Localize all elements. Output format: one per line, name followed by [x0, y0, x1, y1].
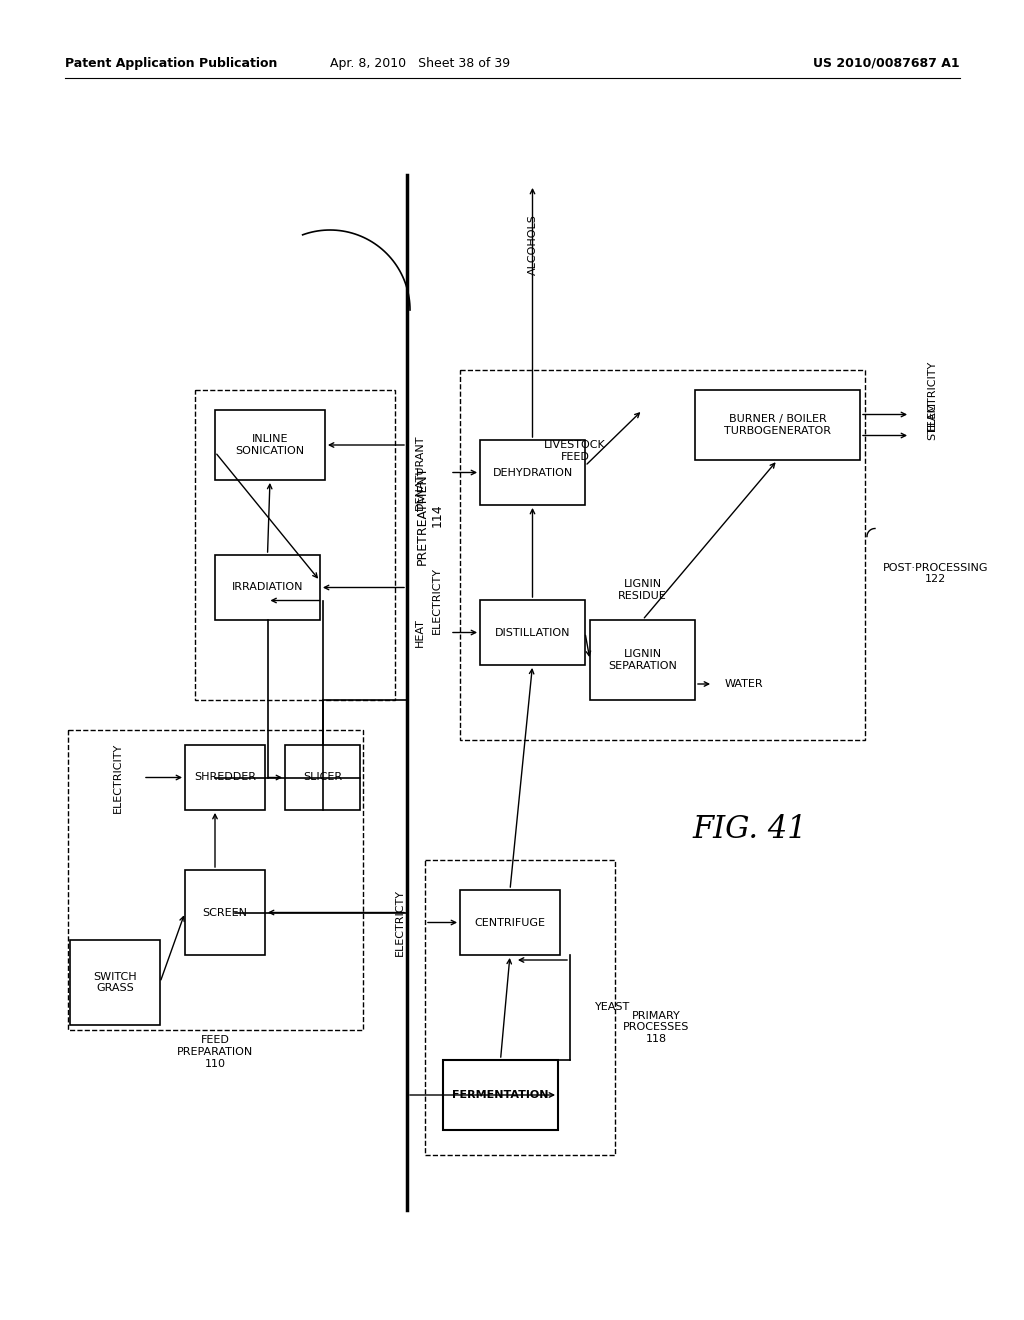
Text: ELECTRICITY: ELECTRICITY — [113, 742, 123, 813]
Bar — [460, 370, 865, 741]
Text: LIGNIN
SEPARATION: LIGNIN SEPARATION — [608, 649, 677, 671]
Text: LIVESTOCK
FEED: LIVESTOCK FEED — [544, 440, 606, 462]
Text: SWITCH
GRASS: SWITCH GRASS — [93, 972, 137, 993]
Text: ALCOHOLS: ALCOHOLS — [527, 215, 538, 276]
Text: LIGNIN
RESIDUE: LIGNIN RESIDUE — [618, 579, 667, 601]
Bar — [425, 861, 615, 1155]
Bar — [480, 601, 585, 665]
Text: US 2010/0087687 A1: US 2010/0087687 A1 — [813, 57, 961, 70]
Bar — [215, 411, 325, 480]
Bar — [185, 744, 265, 810]
Text: ELECTRICITY: ELECTRICITY — [927, 359, 937, 429]
Text: YEAST: YEAST — [595, 1002, 630, 1012]
Text: DISTILLATION: DISTILLATION — [495, 627, 570, 638]
Text: SCREEN: SCREEN — [203, 908, 248, 917]
Bar — [590, 620, 695, 700]
Text: STEAM: STEAM — [927, 401, 937, 440]
Text: SHREDDER: SHREDDER — [194, 772, 256, 783]
Bar — [285, 744, 360, 810]
Bar — [460, 890, 560, 954]
Text: WATER: WATER — [725, 678, 764, 689]
Text: DEHYDRATION: DEHYDRATION — [493, 467, 572, 478]
Text: PRETREATMENT
114: PRETREATMENT 114 — [416, 465, 444, 565]
Bar — [68, 730, 362, 1030]
Text: HEAT: HEAT — [415, 618, 425, 647]
Text: FERMENTATION: FERMENTATION — [453, 1090, 549, 1100]
Text: SLICER: SLICER — [303, 772, 342, 783]
Text: IRRADIATION: IRRADIATION — [231, 582, 303, 593]
Text: FEED
PREPARATION
110: FEED PREPARATION 110 — [177, 1035, 254, 1069]
Text: PRIMARY
PROCESSES
118: PRIMARY PROCESSES 118 — [623, 1011, 689, 1044]
Text: Apr. 8, 2010   Sheet 38 of 39: Apr. 8, 2010 Sheet 38 of 39 — [330, 57, 510, 70]
Text: BURNER / BOILER
TURBOGENERATOR: BURNER / BOILER TURBOGENERATOR — [724, 414, 831, 436]
Text: ELECTRICTY: ELECTRICTY — [395, 888, 406, 956]
Text: INLINE
SONICATION: INLINE SONICATION — [236, 434, 304, 455]
Text: FIG. 41: FIG. 41 — [692, 814, 807, 846]
Bar — [215, 554, 319, 620]
Bar — [70, 940, 160, 1026]
Bar — [695, 389, 860, 459]
Text: CENTRIFUGE: CENTRIFUGE — [474, 917, 546, 928]
Text: DENATURANT: DENATURANT — [415, 434, 425, 511]
Text: POST·PROCESSING
122: POST·PROCESSING 122 — [883, 562, 988, 585]
Bar — [480, 440, 585, 506]
Bar — [443, 1060, 558, 1130]
Text: Patent Application Publication: Patent Application Publication — [65, 57, 278, 70]
Bar — [185, 870, 265, 954]
Bar — [195, 389, 395, 700]
Text: ELECTRICTY: ELECTRICTY — [432, 566, 442, 634]
